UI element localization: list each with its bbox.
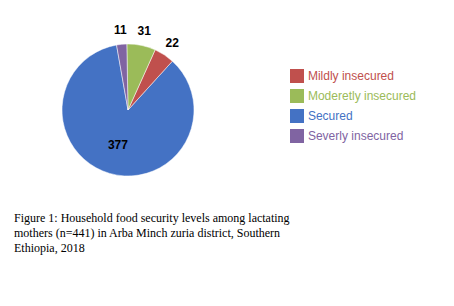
svg-text:377: 377	[108, 138, 128, 152]
html-text:Figure 1: Household food secur: Figure 1: Household food security levels…	[14, 211, 290, 255]
html-text:Severly insecured: Severly insecured	[307, 128, 404, 143]
svg-text:22: 22	[165, 36, 179, 50]
svg-text:31: 31	[138, 24, 152, 38]
html-text:Secured: Secured	[307, 108, 353, 123]
html-text:Moderetly insecured: Moderetly insecured	[307, 88, 416, 103]
svg-text:11: 11	[114, 23, 127, 37]
html-text:Mildly insecured: Mildly insecured	[307, 68, 394, 83]
